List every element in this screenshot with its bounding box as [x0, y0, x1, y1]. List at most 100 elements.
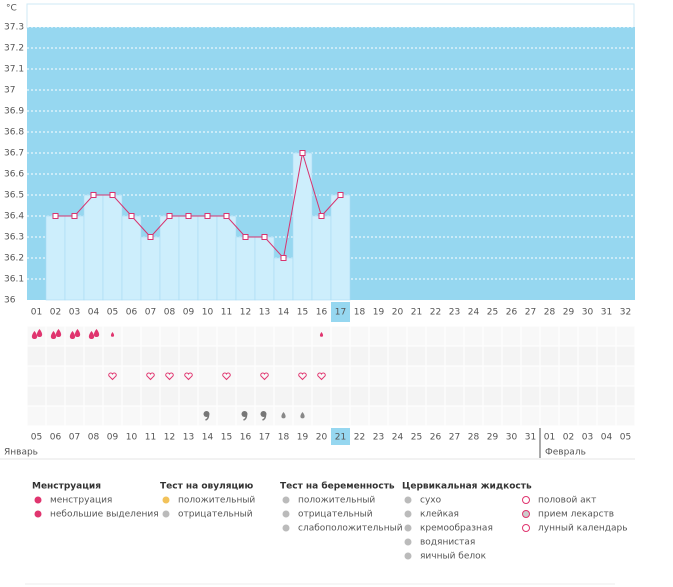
x-tick-label: 06: [126, 308, 138, 318]
cell: [540, 326, 559, 346]
temperature-bar: [83, 194, 104, 301]
cell: [597, 346, 616, 366]
x-tick-label: 20: [392, 308, 404, 318]
cell: [65, 406, 84, 426]
cell: [426, 326, 445, 346]
cell: [540, 366, 559, 386]
date-label: 02: [563, 433, 574, 443]
x-tick-label: 32: [620, 308, 631, 318]
today-highlight: [331, 302, 350, 322]
icon-heart: [222, 372, 231, 381]
legend-icon: [162, 510, 170, 518]
legend-item: отрицательный: [178, 510, 253, 520]
cell: [369, 326, 388, 346]
legend-item: половой акт: [538, 496, 596, 506]
cell: [369, 386, 388, 406]
icon-drop: [50, 331, 57, 339]
legend-item: сухо: [420, 496, 442, 506]
cell: [293, 326, 312, 346]
cell: [407, 386, 426, 406]
date-label: 24: [392, 433, 404, 443]
x-tick-label: 26: [506, 308, 518, 318]
legend-icon: [404, 552, 412, 560]
cell: [483, 386, 502, 406]
icon-heart: [108, 372, 117, 381]
legend-icon: [34, 496, 42, 504]
cell: [84, 386, 103, 406]
legend-item: положительный: [178, 496, 255, 506]
cell: [236, 346, 255, 366]
date-label: 06: [50, 433, 62, 443]
cell: [179, 366, 198, 386]
temperature-line: [55, 152, 341, 260]
y-tick-label: 36.3: [4, 233, 24, 243]
cell: [445, 406, 464, 426]
icon-drop: [319, 332, 324, 337]
month-label: Февраль: [545, 448, 586, 458]
y-tick-label: 36.1: [4, 275, 24, 285]
temperature-point: [280, 255, 287, 261]
y-tick-label: 37.1: [4, 65, 24, 75]
cell: [483, 326, 502, 346]
cell: [464, 406, 483, 426]
cell: [483, 346, 502, 366]
cell: [255, 346, 274, 366]
x-tick-label: 27: [525, 308, 536, 318]
cell: [616, 406, 635, 426]
cell: [46, 346, 65, 366]
x-tick-label: 30: [582, 308, 594, 318]
icon-drop: [31, 331, 38, 339]
cell: [160, 366, 179, 386]
cell: [217, 366, 236, 386]
cell: [388, 366, 407, 386]
cell: [559, 386, 578, 406]
cell: [331, 366, 350, 386]
icon-drop: [300, 412, 305, 419]
x-tick-label: 18: [354, 308, 366, 318]
y-tick-label: 36.4: [4, 212, 24, 222]
legend-icon: [404, 510, 412, 518]
cell: [312, 366, 331, 386]
cell: [350, 326, 369, 346]
date-label: 04: [601, 433, 613, 443]
date-label: 10: [126, 433, 138, 443]
cell: [255, 366, 274, 386]
cell: [103, 386, 122, 406]
legend-icon: [282, 510, 290, 518]
cell: [388, 406, 407, 426]
temperature-point: [204, 213, 211, 219]
cell: [46, 366, 65, 386]
x-tick-label: 10: [202, 308, 214, 318]
cell: [369, 366, 388, 386]
y-tick-label: 36: [4, 296, 16, 306]
date-label: 22: [354, 433, 365, 443]
cell: [331, 386, 350, 406]
cell: [293, 366, 312, 386]
icon-drop: [93, 329, 100, 337]
plot-top: [26, 3, 635, 29]
temperature-point: [52, 213, 59, 219]
y-tick-label: 36.8: [4, 128, 24, 138]
cell: [217, 406, 236, 426]
legend-item: лунный календарь: [538, 524, 628, 534]
cell: [426, 366, 445, 386]
temperature-point: [71, 213, 78, 219]
cell: [445, 366, 464, 386]
cell: [179, 346, 198, 366]
cell: [597, 366, 616, 386]
cell: [293, 386, 312, 406]
cell: [84, 366, 103, 386]
legend-title: Цервикальная жидкость: [402, 482, 532, 492]
temperature-point: [337, 192, 344, 198]
cell: [27, 386, 46, 406]
x-tick-label: 21: [411, 308, 422, 318]
cell: [464, 386, 483, 406]
cell: [350, 406, 369, 426]
y-tick-label: 37.3: [4, 23, 24, 33]
cell: [407, 346, 426, 366]
legend-title: Тест на овуляцию: [160, 482, 253, 492]
cell: [578, 326, 597, 346]
cell: [312, 406, 331, 426]
cell: [521, 366, 540, 386]
